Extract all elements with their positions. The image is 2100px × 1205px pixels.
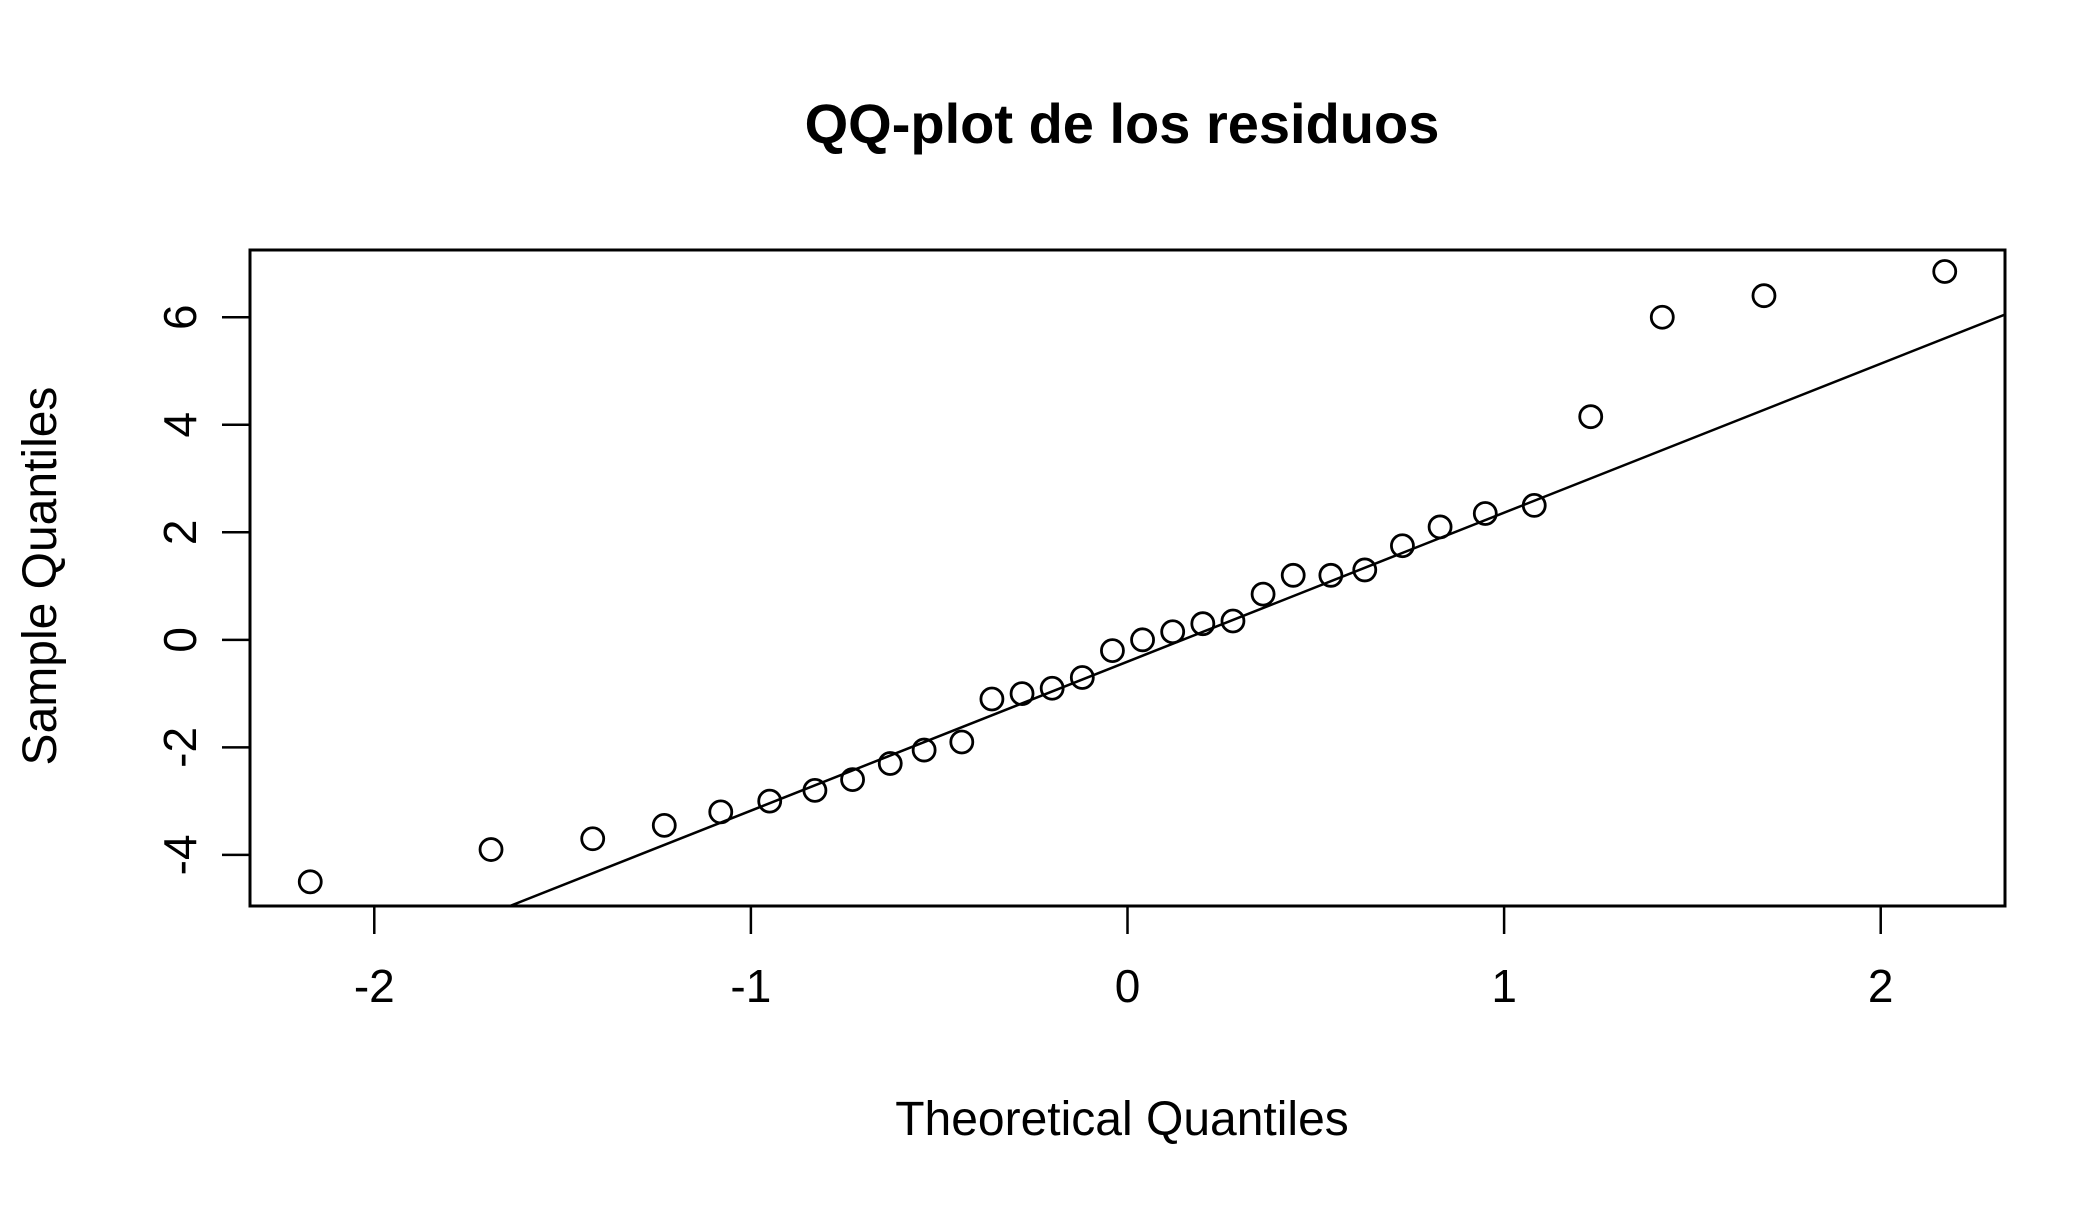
x-tick-label: 2 bbox=[1868, 960, 1894, 1012]
sample-point bbox=[580, 826, 606, 852]
sample-point bbox=[1220, 608, 1246, 634]
sample-point bbox=[1352, 557, 1378, 583]
y-axis-label: Sample Quantiles bbox=[14, 387, 67, 766]
sample-point bbox=[877, 751, 903, 776]
y-tick-label: 0 bbox=[154, 627, 206, 653]
x-axis-label: Theoretical Quantiles bbox=[895, 1093, 1349, 1146]
sample-point bbox=[1130, 627, 1155, 653]
sample-point bbox=[1390, 533, 1415, 559]
sample-point bbox=[1069, 665, 1095, 690]
sample-points bbox=[297, 259, 1958, 895]
sample-point bbox=[757, 788, 783, 814]
chart-title: QQ-plot de los residuos bbox=[805, 92, 1440, 155]
plot-border bbox=[248, 248, 2007, 908]
sample-point bbox=[840, 767, 865, 793]
reference-line-layer bbox=[509, 313, 2005, 906]
y-tick-label: -4 bbox=[154, 834, 206, 875]
y-tick-label: 2 bbox=[154, 519, 206, 545]
sample-point bbox=[1100, 638, 1125, 663]
sample-point bbox=[1472, 501, 1498, 526]
x-tick-label: -2 bbox=[354, 960, 395, 1012]
y-tick-label: -2 bbox=[154, 727, 206, 768]
plot-area: -2 -1 0 1 2 -4 -2 0 2 4 6 bbox=[154, 248, 2007, 1012]
x-tick-label: 1 bbox=[1491, 960, 1517, 1012]
sample-point bbox=[1649, 304, 1675, 330]
sample-point bbox=[949, 729, 975, 755]
y-tick-label: 6 bbox=[154, 304, 206, 330]
sample-point bbox=[1751, 283, 1777, 309]
sample-point bbox=[651, 812, 677, 838]
sample-point bbox=[297, 869, 323, 895]
y-tick-label: 4 bbox=[154, 412, 206, 438]
sample-point bbox=[1190, 611, 1216, 637]
qq-reference-line bbox=[509, 313, 2005, 906]
sample-point bbox=[1932, 259, 1958, 284]
sample-point bbox=[911, 737, 937, 763]
x-tick-label: -1 bbox=[730, 960, 771, 1012]
sample-point bbox=[1318, 562, 1344, 588]
sample-point bbox=[478, 837, 504, 862]
sample-point bbox=[1250, 581, 1276, 607]
sample-point bbox=[979, 686, 1005, 712]
sample-point bbox=[1578, 404, 1604, 430]
sample-point bbox=[1280, 562, 1306, 588]
x-tick-label: 0 bbox=[1115, 960, 1141, 1012]
